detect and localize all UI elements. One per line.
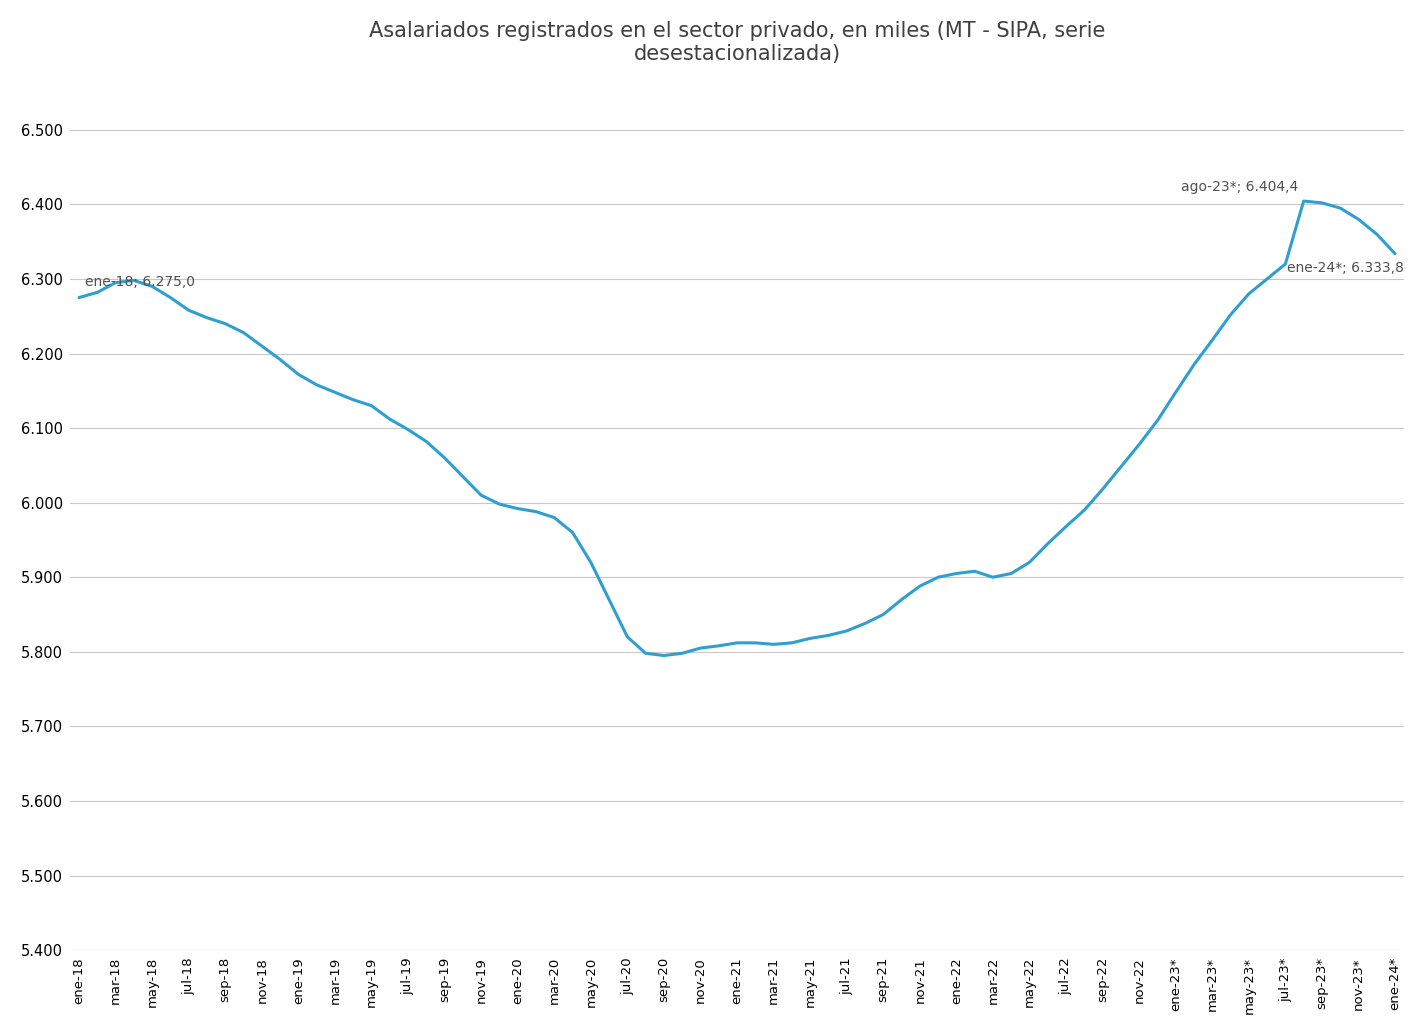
Text: ago-23*; 6.404,4: ago-23*; 6.404,4: [1181, 180, 1298, 194]
Text: ene-24*; 6.333,8: ene-24*; 6.333,8: [1287, 261, 1404, 275]
Title: Asalariados registrados en el sector privado, en miles (MT - SIPA, serie
desesta: Asalariados registrados en el sector pri…: [369, 21, 1106, 64]
Text: ene-18; 6.275,0: ene-18; 6.275,0: [84, 274, 195, 289]
